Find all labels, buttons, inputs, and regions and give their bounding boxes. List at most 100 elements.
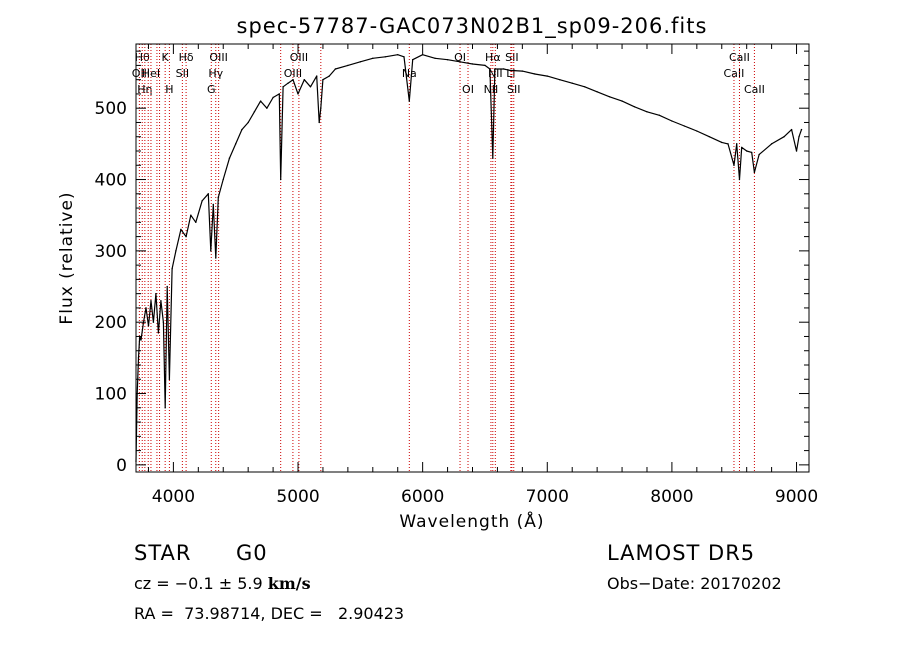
spectrum-point: [708, 136, 710, 138]
spectrum-point: [489, 68, 491, 70]
spectrum-point: [421, 54, 424, 56]
spectrum-point: [166, 285, 168, 288]
spectrum-point: [157, 332, 160, 334]
spectrum-point: [309, 86, 312, 88]
plot-frame: [135, 43, 810, 473]
spectrum-point: [471, 63, 474, 65]
spectrum-point: [241, 128, 243, 131]
spectrum-point: [228, 157, 231, 159]
spectrum-point: [800, 128, 803, 131]
x-tick-label: 4000: [152, 487, 195, 507]
y-tick-label: 200: [95, 313, 127, 333]
spectrum-point: [247, 121, 249, 124]
marker-label-27: CaII: [724, 67, 745, 80]
spectrum-point: [494, 68, 496, 70]
marker-label-11: G: [207, 83, 216, 96]
spectrum-point: [683, 125, 686, 127]
chart-title: spec-57787-GAC073N02B1_sp09-206.fits: [237, 14, 708, 39]
y-tick-label: 500: [95, 99, 127, 119]
coordinates-readout: RA = 73.98714, DEC = 2.90423: [134, 604, 405, 623]
y-tick-label: 400: [95, 171, 127, 191]
marker-label-12: Hγ: [208, 67, 223, 80]
spectrum-point: [658, 114, 661, 117]
spectrum-point: [150, 300, 152, 302]
spectrum-point: [727, 143, 729, 145]
spectrum-point: [320, 107, 322, 109]
marker-label-22: Hα: [485, 51, 501, 64]
spectrum-point: [795, 150, 798, 152]
spectrum-point: [721, 141, 723, 144]
spectrum-point: [446, 58, 449, 61]
spectrum-point: [152, 321, 155, 323]
marker-label-24: Li: [506, 67, 515, 80]
x-tick-label: 7000: [526, 487, 569, 507]
spectrum-line-0: [135, 54, 803, 462]
spectrum-point: [168, 378, 171, 380]
spectrum-point: [147, 325, 150, 327]
marker-label-20: OI: [462, 83, 474, 96]
spectrum-point: [502, 68, 505, 70]
spectrum-point: [397, 54, 399, 56]
spectrum-point: [459, 61, 461, 63]
spectrum-point: [753, 171, 756, 174]
spectrum-point: [411, 58, 414, 61]
spectrum-point: [484, 64, 486, 67]
spectrum-point: [738, 178, 741, 181]
x-tick-label: 6000: [401, 487, 444, 507]
object-class: STAR: [134, 541, 192, 565]
marker-label-25: SII: [505, 51, 518, 64]
spectrum-point: [322, 78, 324, 81]
spectrum-point: [521, 70, 524, 72]
spectrum-point: [408, 100, 411, 102]
spectrum-point: [253, 111, 256, 113]
spectrum-point: [137, 357, 140, 359]
plot-area: [135, 54, 803, 462]
x-tick-label: 5000: [276, 487, 319, 507]
spectrum-point: [733, 164, 735, 166]
spectrum-point: [571, 82, 573, 84]
y-tick-label: 100: [95, 385, 127, 405]
spectrum-point: [790, 128, 793, 131]
y-axis-label: Flux (relative): [57, 191, 77, 324]
spectrum-point: [190, 214, 192, 216]
spectrum-point: [215, 257, 217, 259]
spectrum-point: [175, 250, 177, 252]
spectrum-point: [741, 146, 743, 149]
spectrum-point: [201, 200, 203, 202]
spectrum-point: [736, 143, 738, 145]
spectrum-point: [492, 157, 494, 159]
spectrum-point: [145, 307, 147, 309]
spectrum-point: [160, 300, 162, 302]
spectrum-point: [279, 178, 282, 181]
marker-label-29: CaII: [744, 83, 765, 96]
x-tick-label: 9000: [775, 487, 818, 507]
spectrum-point: [583, 86, 586, 88]
observation-date: Obs−Date: 20170202: [607, 574, 782, 593]
marker-label-28: CaII: [729, 51, 750, 64]
axes: 4000 5000 6000 7000 8000 9000 0 100 200 300 400 500: [95, 44, 818, 507]
spectrum-point: [758, 153, 760, 156]
spectrum-point: [212, 203, 214, 206]
spectrum-point: [546, 75, 548, 77]
spectrum-point: [287, 82, 289, 84]
spectrum-point: [696, 130, 698, 132]
spectrum-point: [347, 64, 349, 67]
spectrum-point: [318, 121, 320, 124]
spectrum-point: [434, 57, 436, 59]
cz-value: cz = −0.1 ± 5.9: [134, 574, 268, 593]
spectrum-point: [292, 78, 294, 81]
marker-label-4: HeI: [142, 67, 160, 80]
spectrum-point: [171, 268, 173, 270]
spectrum-point: [185, 235, 187, 238]
x-tick-label: 8000: [650, 487, 693, 507]
spectrum-point: [303, 78, 305, 81]
spectrum-point: [750, 151, 753, 154]
marker-label-18: Na: [402, 67, 417, 80]
spectrum-point: [534, 73, 536, 75]
spectrum-point: [282, 86, 284, 88]
spectrum-point: [207, 193, 209, 195]
spectrum-point: [633, 106, 636, 108]
marker-label-7: K: [162, 51, 170, 64]
